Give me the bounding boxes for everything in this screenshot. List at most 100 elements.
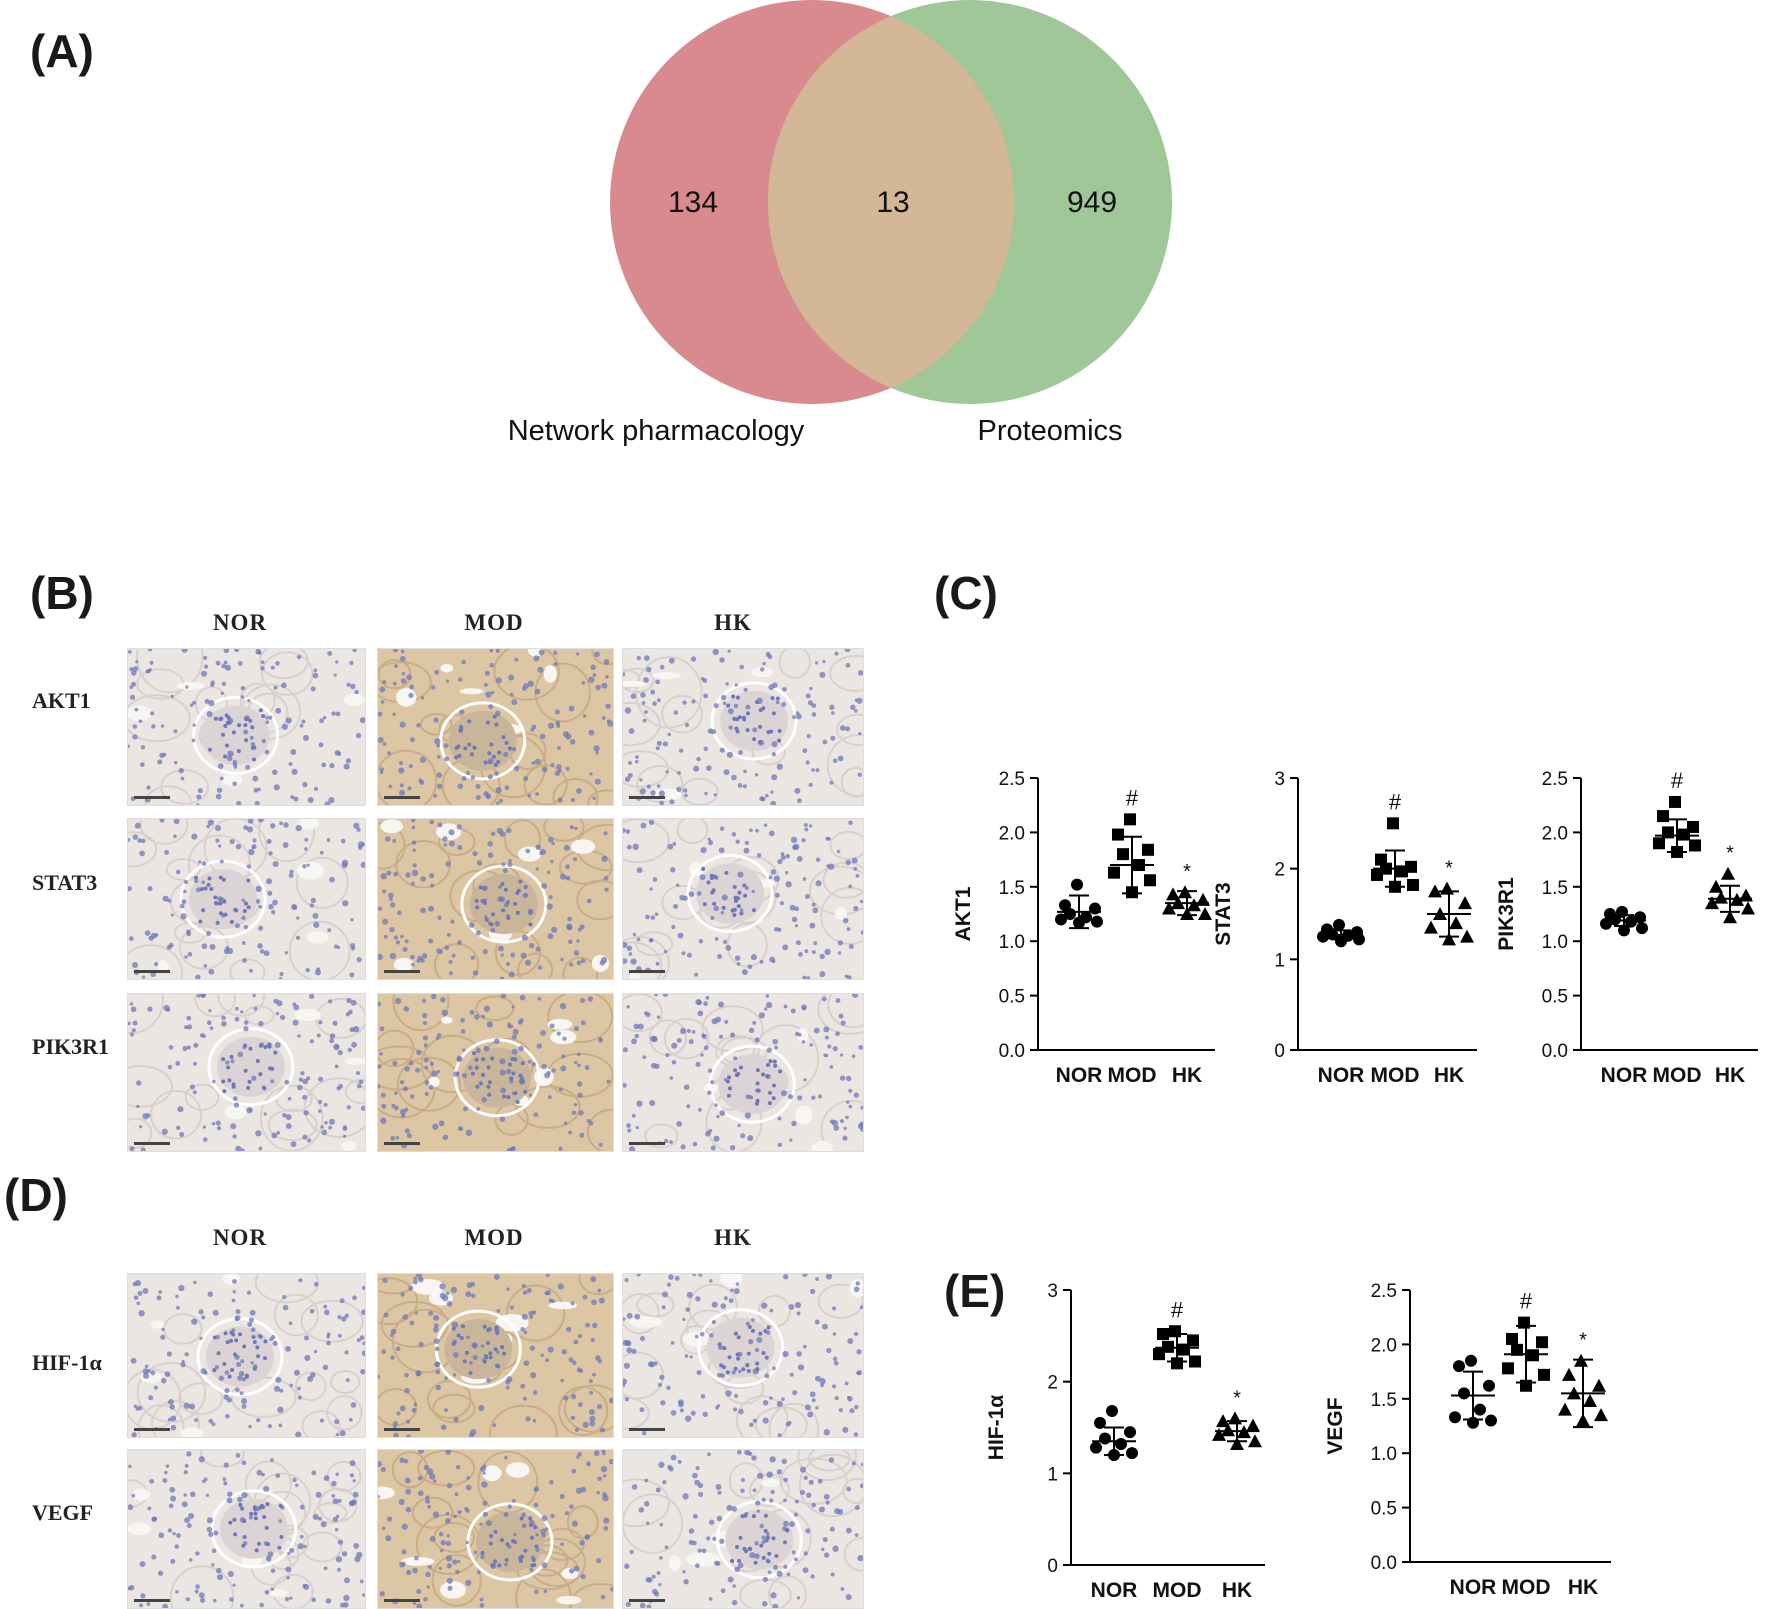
y-tick-label: 1.0 <box>1371 1444 1397 1465</box>
significance-mark: * <box>1183 861 1191 883</box>
ihc-d-col-nor: NOR <box>212 1225 268 1250</box>
data-point <box>1230 1437 1244 1450</box>
data-point <box>1449 1411 1461 1424</box>
y-axis-label: STAT3 <box>1212 882 1235 945</box>
data-point <box>1124 813 1136 826</box>
data-point <box>1709 879 1723 893</box>
y-tick-label: 1.5 <box>1542 878 1568 899</box>
y-axis-label: AKT1 <box>952 886 975 941</box>
x-category-label: HK <box>1434 1064 1464 1087</box>
x-category-label: MOD <box>1371 1064 1420 1087</box>
data-point <box>1594 1408 1608 1422</box>
data-point <box>1458 1387 1470 1400</box>
ihc-d-tile-0-0 <box>127 1273 366 1438</box>
data-point <box>1387 817 1399 830</box>
data-point <box>1527 1349 1539 1362</box>
data-point <box>1198 907 1212 920</box>
y-axis-label: HIF-1α <box>985 1395 1008 1461</box>
data-point <box>1721 866 1735 880</box>
ihc-d-col-mod: MOD <box>464 1225 524 1250</box>
data-point <box>1157 1328 1169 1340</box>
data-point <box>1483 1379 1495 1392</box>
panel-e-letter: (E) <box>944 1265 1006 1317</box>
y-tick-label: 1.5 <box>1371 1390 1397 1411</box>
significance-mark: * <box>1579 1330 1587 1352</box>
data-point <box>1689 839 1701 852</box>
chart-0: 0.0 0.5 1.0 1.5 2.0 2.5 AKT1 NOR MOD HK # * <box>952 769 1215 1087</box>
data-point <box>1460 929 1474 943</box>
data-point <box>1592 1378 1606 1392</box>
data-point <box>1317 930 1329 943</box>
data-point <box>1536 1336 1548 1349</box>
significance-mark: # <box>1171 1297 1184 1322</box>
venn-right-label: Proteomics <box>977 415 1123 447</box>
data-point <box>1723 910 1737 924</box>
data-point <box>1055 913 1067 926</box>
data-point <box>1153 1348 1165 1361</box>
chart-4: 0.0 0.5 1.0 1.5 2.0 2.5 VEGF NOR MOD HK # * <box>1324 1281 1611 1599</box>
data-point <box>1142 843 1154 856</box>
data-point <box>1653 837 1665 850</box>
x-category-label: MOD <box>1502 1576 1551 1599</box>
venn-left-count: 134 <box>667 186 719 219</box>
panel-a-letter: (A) <box>30 25 94 77</box>
data-point <box>1059 899 1071 912</box>
ihc-d-col-hk: HK <box>714 1225 752 1250</box>
y-tick-label: 2.5 <box>1371 1281 1397 1302</box>
significance-mark: * <box>1233 1387 1241 1409</box>
data-point <box>1474 1403 1486 1416</box>
data-point <box>1335 935 1347 948</box>
x-category-label: NOR <box>1450 1576 1497 1599</box>
venn-overlap <box>768 0 1014 404</box>
y-tick-label: 1.5 <box>999 878 1025 899</box>
ihc-d-tile-1-1 <box>377 1449 614 1609</box>
x-category-label: HK <box>1172 1064 1202 1087</box>
data-point <box>1562 1367 1576 1381</box>
data-point <box>1112 828 1124 841</box>
significance-mark: # <box>1520 1289 1533 1314</box>
x-category-label: HK <box>1715 1064 1745 1087</box>
ihc-b-tile-0-0 <box>127 648 366 806</box>
x-category-label: MOD <box>1153 1579 1202 1602</box>
y-tick-label: 0 <box>1047 1556 1058 1577</box>
data-point <box>1166 887 1180 901</box>
y-tick-label: 0.0 <box>1542 1041 1568 1062</box>
data-point <box>1538 1368 1550 1381</box>
ihc-b-tile-1-1 <box>377 818 614 980</box>
ihc-d-row-vegf: VEGF <box>32 1500 94 1525</box>
ihc-b-col-mod: MOD <box>464 610 524 635</box>
data-point <box>1625 915 1637 928</box>
ihc-b-col-nor: NOR <box>212 610 268 635</box>
data-point <box>1407 878 1419 891</box>
data-point <box>1442 932 1456 946</box>
ihc-b-row-stat3: STAT3 <box>32 870 98 895</box>
ihc-d-row-hif1a: HIF-1α <box>32 1350 102 1375</box>
venn-left-label: Network pharmacology <box>507 415 805 447</box>
data-point <box>1396 865 1408 878</box>
y-tick-label: 1 <box>1274 950 1285 971</box>
significance-mark: # <box>1126 785 1139 810</box>
y-tick-label: 0.0 <box>999 1041 1025 1062</box>
y-tick-label: 3 <box>1274 769 1285 790</box>
y-axis-label: VEGF <box>1324 1397 1347 1454</box>
data-point <box>1094 1416 1106 1429</box>
y-tick-label: 1 <box>1047 1464 1058 1485</box>
y-tick-label: 0.5 <box>1542 987 1568 1008</box>
data-point <box>1248 1434 1262 1448</box>
data-point <box>1189 1355 1201 1368</box>
data-point <box>1178 1343 1190 1356</box>
y-tick-label: 0 <box>1274 1041 1285 1062</box>
data-point <box>1221 1423 1235 1437</box>
y-tick-label: 2 <box>1047 1373 1058 1394</box>
data-point <box>1506 1332 1518 1345</box>
y-tick-label: 1.0 <box>1542 932 1568 953</box>
data-point <box>1187 898 1201 912</box>
data-point <box>1124 1426 1136 1439</box>
data-point <box>1071 878 1083 891</box>
ihc-b-tile-1-0 <box>127 818 366 980</box>
significance-mark: # <box>1671 768 1684 793</box>
data-point <box>1669 795 1681 808</box>
data-point <box>1091 915 1103 928</box>
data-point <box>1108 866 1120 879</box>
